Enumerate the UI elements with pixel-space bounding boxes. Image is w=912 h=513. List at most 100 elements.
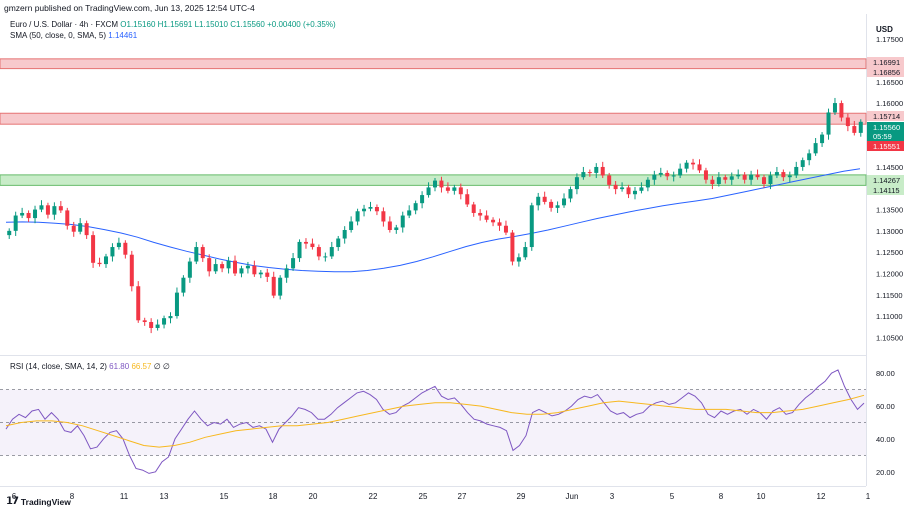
candle[interactable] [626, 184, 631, 199]
candle[interactable] [549, 199, 554, 212]
candle[interactable] [155, 319, 160, 331]
candle[interactable] [362, 204, 367, 217]
candle[interactable] [594, 163, 599, 179]
candle[interactable] [239, 265, 244, 278]
candle[interactable] [310, 238, 315, 250]
candle[interactable] [374, 204, 379, 216]
rsi-line[interactable] [5, 369, 865, 474]
candle[interactable] [749, 170, 754, 185]
candle[interactable] [213, 258, 218, 274]
zone-resistance-lower[interactable] [0, 112, 867, 125]
candle[interactable] [233, 255, 238, 277]
candle[interactable] [510, 230, 515, 266]
candle[interactable] [858, 119, 863, 137]
rsi-ma-line[interactable] [5, 394, 865, 448]
symbol-name[interactable]: Euro / U.S. Dollar · 4h · FXCM [10, 20, 119, 29]
candle[interactable] [820, 132, 825, 147]
candle[interactable] [142, 317, 147, 326]
candle[interactable] [381, 207, 386, 227]
candle[interactable] [220, 261, 225, 273]
candle[interactable] [478, 209, 483, 221]
candle[interactable] [33, 205, 38, 224]
candle[interactable] [78, 218, 83, 235]
candle[interactable] [394, 224, 399, 234]
candle[interactable] [465, 189, 470, 208]
candle[interactable] [555, 201, 560, 213]
candle[interactable] [691, 158, 696, 170]
candle[interactable] [794, 161, 799, 179]
candle[interactable] [433, 178, 437, 192]
candle[interactable] [194, 241, 199, 265]
candle[interactable] [529, 202, 534, 251]
candle[interactable] [491, 217, 496, 227]
candle[interactable] [845, 113, 850, 132]
candle[interactable] [826, 108, 831, 140]
candle[interactable] [762, 174, 767, 188]
candle[interactable] [839, 100, 844, 122]
candle[interactable] [39, 200, 44, 213]
candle[interactable] [439, 176, 444, 193]
candle[interactable] [7, 228, 12, 239]
candle[interactable] [20, 207, 25, 219]
candle[interactable] [349, 216, 354, 233]
candle[interactable] [162, 315, 167, 329]
candle[interactable] [684, 160, 689, 173]
candle[interactable] [787, 171, 792, 183]
candle[interactable] [103, 253, 108, 268]
candle[interactable] [368, 201, 373, 212]
candle[interactable] [678, 163, 683, 179]
candle[interactable] [516, 253, 521, 267]
candle[interactable] [607, 172, 612, 189]
candle[interactable] [123, 240, 128, 259]
candle[interactable] [174, 287, 179, 319]
candle[interactable] [716, 172, 721, 187]
candle[interactable] [568, 186, 573, 203]
candle[interactable] [484, 210, 489, 223]
candle[interactable] [813, 137, 818, 156]
candle[interactable] [697, 159, 702, 173]
candle[interactable] [832, 97, 837, 115]
candle[interactable] [800, 157, 805, 171]
candle[interactable] [729, 172, 734, 185]
candle[interactable] [458, 183, 463, 200]
candle[interactable] [168, 312, 173, 324]
candle[interactable] [632, 186, 637, 200]
candle[interactable] [278, 275, 283, 300]
candle[interactable] [71, 221, 76, 237]
candle[interactable] [26, 210, 31, 222]
candle[interactable] [639, 182, 644, 194]
candle[interactable] [574, 173, 579, 195]
candle[interactable] [755, 169, 760, 180]
candle[interactable] [703, 167, 708, 184]
candle[interactable] [665, 170, 670, 181]
candle[interactable] [97, 257, 102, 267]
zone-support[interactable] [0, 174, 867, 186]
candle[interactable] [600, 161, 605, 179]
candle[interactable] [445, 182, 450, 194]
candle[interactable] [181, 275, 186, 297]
candle[interactable] [620, 182, 625, 192]
candle[interactable] [781, 169, 786, 182]
candle[interactable] [671, 171, 676, 182]
candle[interactable] [226, 256, 231, 274]
candle[interactable] [84, 220, 89, 239]
candle[interactable] [303, 238, 308, 249]
candle[interactable] [523, 241, 528, 260]
candle[interactable] [852, 120, 857, 136]
candle[interactable] [652, 170, 657, 185]
candle[interactable] [329, 241, 334, 259]
candle[interactable] [658, 167, 663, 178]
candle[interactable] [65, 207, 70, 230]
candle[interactable] [387, 216, 392, 233]
candle[interactable] [452, 184, 457, 195]
candle[interactable] [503, 220, 508, 236]
candle[interactable] [13, 211, 18, 236]
candle[interactable] [149, 318, 154, 334]
candle[interactable] [245, 261, 250, 274]
candle[interactable] [613, 181, 618, 195]
candle[interactable] [768, 171, 773, 190]
candle[interactable] [129, 250, 134, 292]
candle[interactable] [562, 193, 567, 208]
candle[interactable] [807, 149, 812, 166]
